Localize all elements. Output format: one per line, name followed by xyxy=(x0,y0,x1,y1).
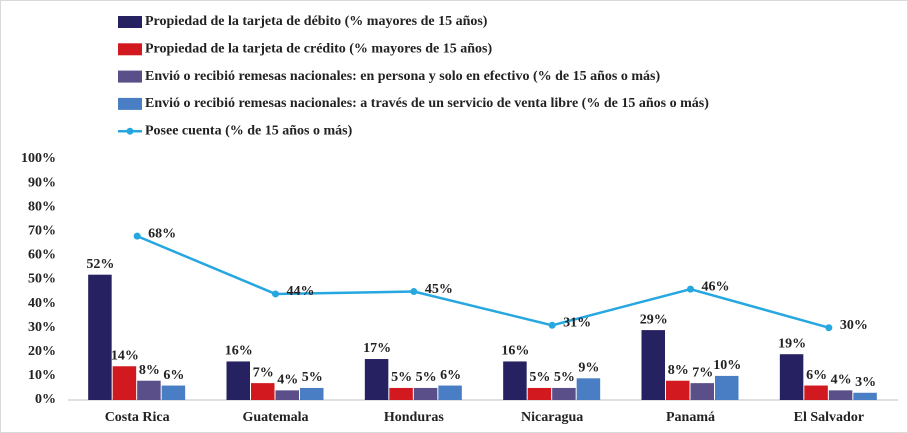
bar-value-label: 7% xyxy=(692,365,713,380)
line-value-label: 68% xyxy=(148,226,176,241)
bar-value-label: 19% xyxy=(778,336,806,351)
bar xyxy=(389,387,413,400)
x-tick-label: Honduras xyxy=(384,410,444,425)
y-tick-label: 100% xyxy=(21,151,56,166)
y-tick-label: 70% xyxy=(28,224,56,239)
y-tick-label: 10% xyxy=(28,368,56,383)
y-tick-label: 50% xyxy=(28,272,56,287)
bar-value-label: 16% xyxy=(225,344,253,359)
bar xyxy=(779,354,804,400)
bar-value-label: 9% xyxy=(578,361,599,376)
bar xyxy=(552,387,576,400)
bar xyxy=(853,392,877,400)
bar xyxy=(226,361,250,400)
bar xyxy=(300,387,324,400)
line-point xyxy=(133,232,141,240)
y-tick-label: 80% xyxy=(28,199,56,214)
line-value-label: 31% xyxy=(563,316,591,331)
bar-value-label: 52% xyxy=(86,257,114,272)
bar-value-label: 6% xyxy=(806,368,827,383)
bar xyxy=(503,361,527,400)
bar-value-label: 6% xyxy=(440,368,461,383)
legend-label: Propiedad de la tarjeta de crédito (% ma… xyxy=(145,42,492,57)
bar xyxy=(576,378,601,400)
legend-swatch xyxy=(118,97,142,110)
bar-value-label: 10% xyxy=(713,358,741,373)
bar xyxy=(527,387,552,400)
bar-value-label: 5% xyxy=(416,370,437,385)
line-value-label: 46% xyxy=(702,279,730,294)
bar-value-label: 29% xyxy=(640,312,668,327)
line-point xyxy=(825,324,833,332)
bar xyxy=(251,383,275,400)
bar-value-label: 7% xyxy=(253,365,274,380)
line-value-label: 45% xyxy=(425,282,453,297)
bar-value-label: 16% xyxy=(501,344,529,359)
y-tick-label: 30% xyxy=(28,320,56,335)
bar xyxy=(413,387,438,400)
x-tick-label: Panamá xyxy=(666,410,715,425)
x-tick-label: Costa Rica xyxy=(105,410,170,425)
x-tick-label: El Salvador xyxy=(794,410,864,425)
legend-marker xyxy=(126,127,134,135)
line-point xyxy=(410,288,418,296)
bar xyxy=(161,385,186,400)
legend-label: Envió o recibió remesas nacionales: a tr… xyxy=(145,96,709,111)
bar-value-label: 6% xyxy=(163,368,184,383)
bar xyxy=(275,390,299,400)
y-tick-label: 90% xyxy=(28,175,56,190)
bar-value-label: 5% xyxy=(554,370,575,385)
bar-value-label: 8% xyxy=(668,363,689,378)
legend-swatch xyxy=(118,43,142,56)
legend-label: Posee cuenta (% de 15 años o más) xyxy=(145,123,353,138)
line xyxy=(136,234,830,329)
bar xyxy=(690,383,714,400)
bar-value-label: 5% xyxy=(529,370,550,385)
legend-swatch xyxy=(118,70,142,83)
line-point xyxy=(548,321,556,329)
bar xyxy=(438,385,462,400)
legend-label: Envió o recibió remesas nacionales: en p… xyxy=(145,69,660,84)
legend-label: Propiedad de la tarjeta de débito (% may… xyxy=(145,14,488,29)
bar-value-label: 8% xyxy=(139,363,160,378)
x-tick-label: Nicaragua xyxy=(521,410,583,425)
bar xyxy=(88,274,112,400)
legend-swatch xyxy=(118,16,142,28)
bar-value-label: 5% xyxy=(302,370,323,385)
bar xyxy=(828,390,853,400)
y-tick-label: 40% xyxy=(28,296,56,311)
line-point xyxy=(272,290,279,298)
bar-value-label: 4% xyxy=(277,373,298,388)
bar xyxy=(364,359,389,400)
bar xyxy=(137,380,161,400)
bar-value-label: 3% xyxy=(855,375,876,390)
bar xyxy=(641,330,665,400)
line-value-label: 30% xyxy=(840,318,868,333)
y-tick-label: 0% xyxy=(35,392,56,407)
bar-value-label: 4% xyxy=(831,373,852,388)
line-point xyxy=(687,285,694,293)
y-tick-label: 20% xyxy=(28,344,56,359)
bar-value-label: 5% xyxy=(391,370,412,385)
y-tick-label: 60% xyxy=(28,248,56,263)
bar xyxy=(804,385,828,400)
bar xyxy=(666,380,690,400)
bar-value-label: 14% xyxy=(111,348,139,363)
bar xyxy=(715,375,739,400)
line-value-label: 44% xyxy=(287,284,315,299)
bar-value-label: 17% xyxy=(363,341,391,356)
bar xyxy=(112,366,137,400)
x-tick-label: Guatemala xyxy=(242,410,308,425)
